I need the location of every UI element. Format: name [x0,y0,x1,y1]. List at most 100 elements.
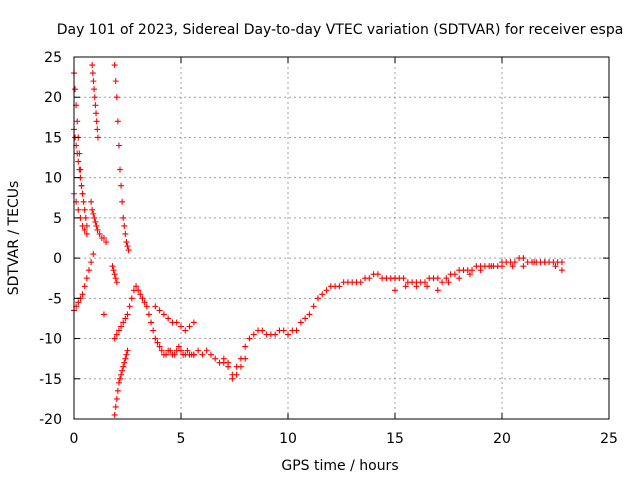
data-point [207,351,214,358]
data-point [109,263,116,270]
data-point [314,295,321,302]
x-tick-label: 20 [493,431,511,447]
data-point [424,283,431,290]
data-point [434,287,441,294]
data-point [242,355,249,362]
data-point [272,331,279,338]
data-point [115,142,122,149]
data-point [113,331,120,338]
data-point [79,291,86,298]
data-point [293,327,300,334]
series-arc-q [392,259,565,294]
data-point [115,327,122,334]
data-point [118,323,125,330]
data-point [96,230,103,237]
data-point [117,166,124,173]
data-point [123,239,130,246]
data-point [120,363,127,370]
data-point [118,182,125,189]
data-point [85,267,92,274]
data-point [91,94,98,101]
chart-title: Day 101 of 2023, Sidereal Day-to-day VTE… [57,22,624,38]
y-tick-label: -10 [39,332,62,348]
data-point [89,206,96,213]
data-point [558,259,565,266]
data-point [89,70,96,77]
series-arc-g [111,62,132,254]
y-tick-label: 5 [53,211,62,227]
axis-ticks [73,56,610,420]
series-arc-o [220,355,249,382]
data-point [120,319,127,326]
data-point [413,283,420,290]
data-point [402,283,409,290]
data-point [114,387,121,394]
data-point [83,275,90,282]
data-point [79,222,86,229]
data-point [92,102,99,109]
y-tick-label: 15 [44,130,62,146]
grid [74,57,609,419]
x-tick-label: 0 [70,431,79,447]
data-point [74,150,81,157]
series-arc-k [100,311,107,318]
data-point [310,303,317,310]
series-arc-f [71,251,97,314]
data-point [190,351,197,358]
data-point [171,351,178,358]
data-point [112,275,119,282]
data-point [509,263,516,270]
series-arc-n [190,271,398,378]
data-point [212,355,219,362]
y-tick-label: 20 [44,90,62,106]
data-point [154,339,161,346]
data-point [511,259,518,266]
data-point [319,291,326,298]
data-point [100,311,107,318]
data-point [113,94,120,101]
y-tick-label: -15 [39,372,62,388]
data-point [175,343,182,350]
data-point [160,311,167,318]
data-point [466,271,473,278]
data-point [195,347,202,354]
data-point [297,319,304,326]
data-point [246,335,253,342]
data-point [126,303,133,310]
x-tick-labels: 0 5 10 15 20 25 [70,431,618,447]
data-point [80,198,87,205]
data-point [233,371,240,378]
data-point [79,190,86,197]
data-point [78,182,85,189]
data-point [122,315,129,322]
data-point [280,327,287,334]
y-axis-label: SDTVAR / TECUs [6,181,22,296]
data-point [82,214,89,221]
data-point [520,263,527,270]
data-point [148,319,155,326]
data-point [124,347,131,354]
data-point [121,222,128,229]
y-tick-labels: -20 -15 -10 -5 0 5 10 15 20 25 [39,50,62,428]
data-point [111,411,118,418]
series-arc-j [111,311,131,342]
data-point [94,226,101,233]
x-tick-label: 25 [600,431,618,447]
data-point [421,279,428,286]
data-point [145,311,152,318]
data-point [76,166,83,173]
data-point [83,230,90,237]
data-point [190,319,197,326]
data-point [285,331,291,338]
data-point [122,230,129,237]
data-point [124,243,131,250]
data-point [158,347,165,354]
data-point [81,226,88,233]
data-point [118,371,125,378]
data-point [75,299,82,306]
data-point [182,327,189,334]
y-tick-label: 0 [53,251,62,267]
data-point [90,210,97,217]
data-point [88,259,95,266]
